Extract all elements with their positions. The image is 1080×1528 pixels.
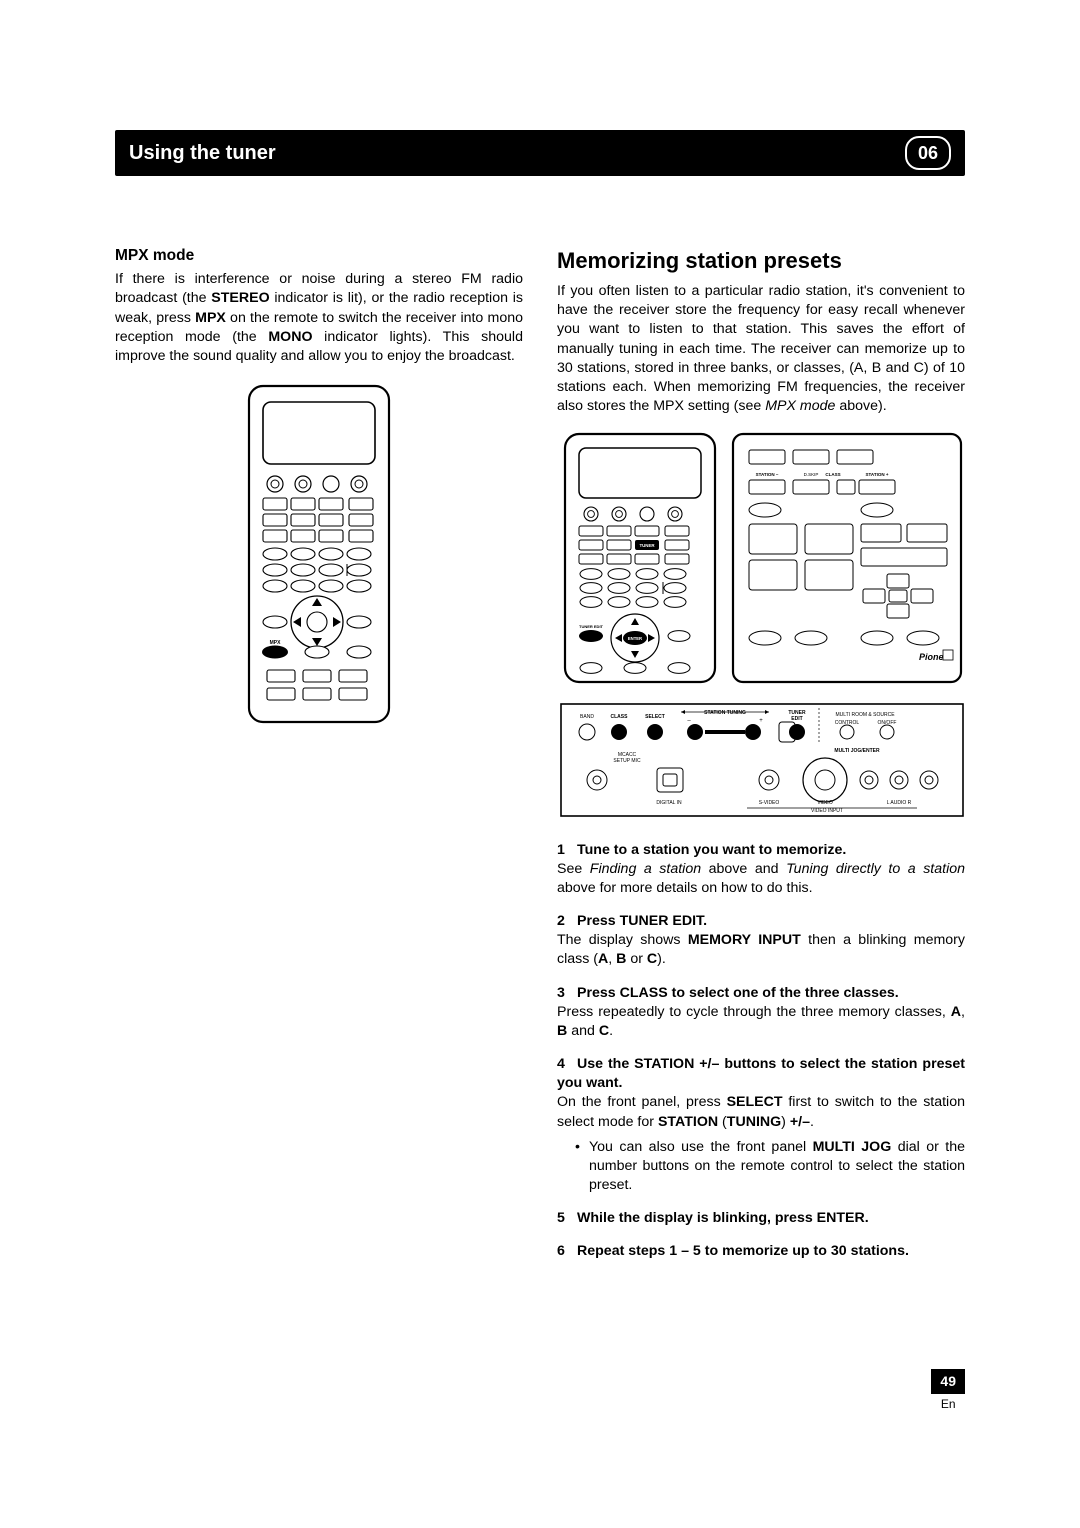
svg-text:TUNER EDIT: TUNER EDIT	[579, 624, 604, 629]
step-3: 3Press CLASS to select one of the three …	[557, 984, 965, 1042]
svg-text:S-VIDEO: S-VIDEO	[759, 800, 780, 806]
svg-text:CLASS: CLASS	[825, 472, 840, 477]
front-panel-figure: BAND CLASS SELECT STATION TUNING – + TUN…	[557, 700, 967, 820]
svg-text:ENTER: ENTER	[628, 636, 642, 641]
step-2: 2Press TUNER EDIT. The display shows MEM…	[557, 912, 965, 970]
svg-text:STATION TUNING: STATION TUNING	[704, 710, 746, 716]
svg-text:L AUDIO R: L AUDIO R	[887, 800, 912, 806]
svg-text:MULTI JOG/ENTER: MULTI JOG/ENTER	[834, 748, 880, 754]
chapter-header: Using the tuner 06	[115, 130, 965, 176]
step-4: 4Use the STATION +/– buttons to select t…	[557, 1055, 965, 1195]
mpx-mode-heading: MPX mode	[115, 246, 523, 267]
svg-text:TUNER: TUNER	[639, 543, 655, 548]
step-6: 6Repeat steps 1 – 5 to memorize up to 30…	[557, 1242, 965, 1261]
step-4-bullet: • You can also use the front panel MULTI…	[557, 1138, 965, 1196]
svg-text:STATION +: STATION +	[866, 472, 889, 477]
left-column: MPX mode If there is interference or noi…	[115, 246, 523, 1261]
svg-text:EDIT: EDIT	[791, 716, 802, 722]
chapter-title: Using the tuner	[129, 140, 276, 167]
page-language: En	[931, 1396, 965, 1412]
step-1: 1Tune to a station you want to memorize.…	[557, 841, 965, 899]
svg-text:VIDEO: VIDEO	[817, 800, 833, 806]
memorizing-title: Memorizing station presets	[557, 246, 965, 276]
remote-and-panel-figure: TUNER ENTER TUNER EDIT	[557, 428, 967, 688]
page-number: 49	[931, 1369, 965, 1394]
memorizing-intro: If you often listen to a particular radi…	[557, 282, 965, 416]
svg-text:SELECT: SELECT	[645, 714, 665, 720]
svg-text:D.SKIP: D.SKIP	[804, 472, 819, 477]
svg-text:DIGITAL IN: DIGITAL IN	[656, 800, 682, 806]
svg-text:STATION –: STATION –	[756, 472, 779, 477]
step-5: 5While the display is blinking, press EN…	[557, 1209, 965, 1228]
svg-text:MULTI ROOM & SOURCE: MULTI ROOM & SOURCE	[835, 712, 895, 718]
remote-mpx-figure: MPX	[229, 384, 409, 724]
svg-text:BAND: BAND	[580, 714, 594, 720]
mpx-mode-body: If there is interference or noise during…	[115, 270, 523, 366]
svg-text:CLASS: CLASS	[611, 714, 629, 720]
page-footer: 49 En	[931, 1369, 965, 1412]
chapter-number: 06	[905, 136, 951, 170]
svg-text:SETUP MIC: SETUP MIC	[613, 758, 641, 764]
right-column: Memorizing station presets If you often …	[557, 246, 965, 1261]
svg-text:VIDEO INPUT: VIDEO INPUT	[811, 808, 843, 814]
svg-text:+: +	[759, 718, 763, 724]
svg-text:MPX: MPX	[270, 640, 282, 646]
